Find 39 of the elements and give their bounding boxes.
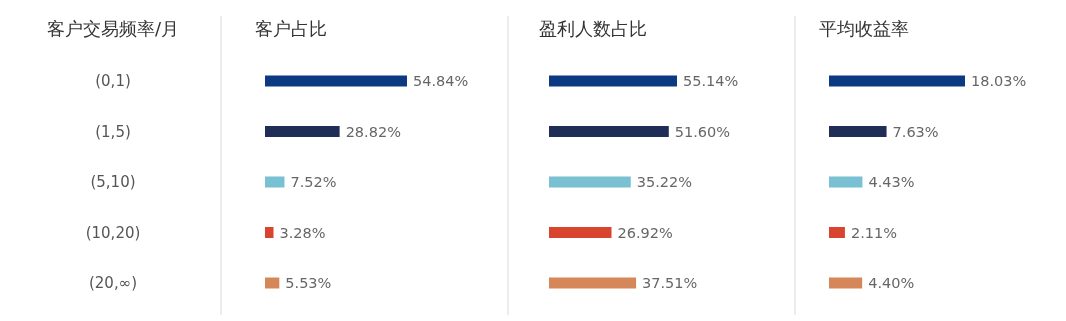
- y-tick-label: (0,1): [95, 72, 131, 90]
- data-label: 2.11%: [850, 224, 897, 241]
- bar: [265, 75, 407, 87]
- data-label: 7.63%: [892, 123, 939, 140]
- bar: [265, 126, 340, 137]
- data-label: 51.60%: [674, 123, 731, 140]
- y-tick-label: (10,20): [85, 223, 141, 242]
- data-label: 35.22%: [636, 174, 693, 190]
- bar: [829, 176, 863, 188]
- bar: [549, 227, 612, 238]
- bar: [549, 176, 631, 188]
- data-label: 5.53%: [285, 275, 332, 291]
- bar: [265, 176, 285, 188]
- bar: [829, 75, 965, 87]
- chart-title: 客户占比: [255, 18, 327, 39]
- y-tick-label: (5,10): [90, 173, 136, 191]
- y-axis-title: 客户交易频率/月: [46, 18, 180, 39]
- y-tick-label: (1,5): [95, 122, 131, 141]
- bar: [265, 227, 274, 238]
- data-label: 4.43%: [868, 174, 915, 190]
- bar: [829, 277, 863, 289]
- data-label: 7.52%: [290, 174, 337, 190]
- bar: [549, 75, 677, 87]
- bar: [265, 277, 280, 289]
- data-label: 37.51%: [642, 275, 698, 291]
- data-label: 3.28%: [279, 224, 326, 241]
- bar: [829, 126, 887, 137]
- bar: [829, 227, 845, 238]
- data-label: 54.84%: [413, 73, 469, 89]
- bar: [549, 126, 669, 137]
- data-label: 26.92%: [617, 224, 673, 241]
- chart-title: 平均收益率: [819, 18, 909, 39]
- data-label: 18.03%: [971, 73, 1027, 89]
- data-label: 4.40%: [868, 275, 915, 291]
- bar: [549, 277, 637, 289]
- data-label: 55.14%: [683, 73, 739, 89]
- data-label: 28.82%: [345, 123, 401, 140]
- chart-title: 盈利人数占比: [539, 18, 647, 39]
- y-tick-label: (20,∞): [88, 274, 138, 292]
